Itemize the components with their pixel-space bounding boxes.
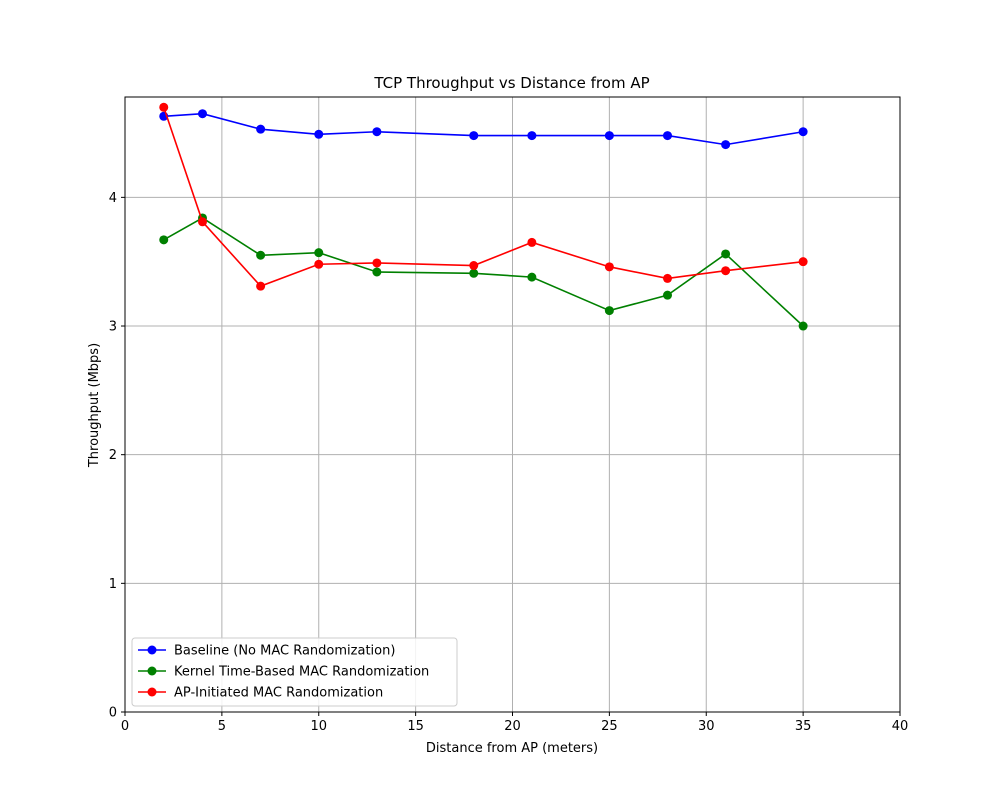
legend-label: Baseline (No MAC Randomization)	[174, 644, 395, 659]
data-point[interactable]	[314, 129, 324, 139]
chart-title: TCP Throughput vs Distance from AP	[373, 74, 649, 92]
y-axis: 0 1 2 3 4	[109, 191, 125, 721]
data-point[interactable]	[798, 257, 808, 267]
data-point[interactable]	[256, 281, 266, 291]
data-point[interactable]	[527, 131, 537, 141]
data-point[interactable]	[798, 321, 808, 331]
data-point[interactable]	[721, 140, 731, 150]
series-1	[159, 109, 808, 150]
x-tick-label: 15	[407, 719, 424, 734]
y-tick-label: 2	[109, 448, 117, 463]
data-point[interactable]	[198, 217, 207, 227]
x-tick-label: 30	[698, 719, 715, 734]
legend-marker	[147, 666, 157, 676]
legend[interactable]: Baseline (No MAC Randomization) Kernel Ti…	[131, 637, 458, 707]
y-tick-label: 3	[109, 320, 117, 335]
data-point[interactable]	[798, 127, 808, 137]
series-2	[159, 213, 808, 331]
data-point[interactable]	[663, 131, 672, 141]
legend-box	[131, 637, 458, 707]
legend-item[interactable]: AP-Initiated MAC Randomization	[138, 686, 383, 701]
series-lines	[159, 102, 808, 331]
y-tick-label: 4	[109, 191, 117, 206]
data-point[interactable]	[721, 249, 731, 259]
data-point[interactable]	[604, 306, 614, 316]
data-point[interactable]	[159, 102, 169, 112]
data-point[interactable]	[721, 266, 731, 276]
data-point[interactable]	[469, 268, 479, 278]
series-3	[159, 102, 808, 291]
data-point[interactable]	[663, 273, 672, 283]
x-tick-label: 5	[218, 719, 226, 734]
x-tick-label: 20	[504, 719, 521, 734]
legend-item[interactable]: Baseline (No MAC Randomization)	[138, 644, 395, 659]
data-point[interactable]	[604, 262, 614, 272]
data-point[interactable]	[372, 258, 382, 268]
data-point[interactable]	[314, 259, 324, 269]
legend-marker	[147, 687, 157, 697]
data-point[interactable]	[469, 131, 479, 141]
data-point[interactable]	[314, 248, 324, 258]
data-point[interactable]	[527, 272, 537, 282]
legend-label: Kernel Time-Based MAC Randomization	[174, 665, 429, 680]
data-point[interactable]	[663, 290, 672, 300]
legend-marker	[147, 645, 157, 655]
data-point[interactable]	[198, 109, 207, 119]
data-point[interactable]	[469, 261, 479, 271]
x-tick-label: 35	[795, 719, 812, 734]
data-point[interactable]	[372, 267, 382, 277]
y-axis-label: Throughput (Mbps)	[87, 343, 102, 468]
y-tick-label: 0	[109, 706, 117, 721]
x-tick-label: 40	[892, 719, 909, 734]
x-tick-label: 0	[121, 719, 129, 734]
data-point[interactable]	[527, 237, 537, 247]
data-point[interactable]	[372, 127, 382, 137]
x-tick-label: 25	[601, 719, 618, 734]
x-tick-label: 10	[310, 719, 327, 734]
data-point[interactable]	[604, 131, 614, 141]
data-point[interactable]	[256, 250, 266, 260]
legend-item[interactable]: Kernel Time-Based MAC Randomization	[138, 665, 429, 680]
data-point[interactable]	[159, 235, 169, 245]
x-axis: 0 5 10 15 20 25 30 35 40	[121, 712, 908, 734]
y-tick-label: 1	[109, 577, 117, 592]
x-axis-label: Distance from AP (meters)	[426, 741, 598, 756]
data-point[interactable]	[256, 124, 266, 134]
legend-label: AP-Initiated MAC Randomization	[174, 686, 383, 701]
